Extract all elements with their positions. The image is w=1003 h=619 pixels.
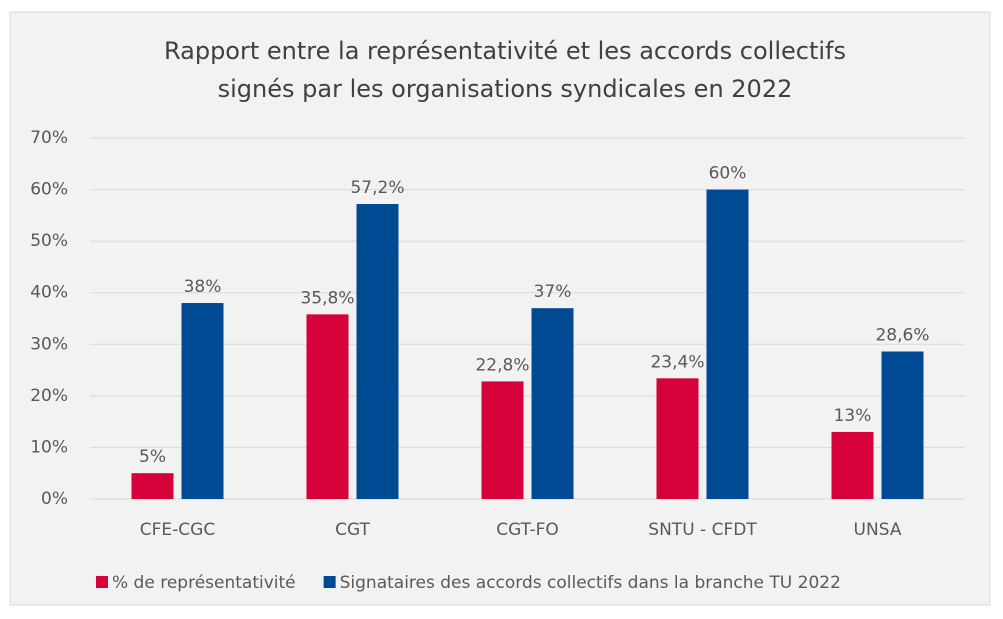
y-tick-label: 30% <box>30 334 68 354</box>
bar <box>531 308 574 499</box>
x-tick-label: CGT-FO <box>496 520 559 540</box>
x-tick-label: SNTU - CFDT <box>648 520 757 540</box>
legend-swatch <box>323 576 336 588</box>
chart-title: Rapport entre la représentativité et les… <box>164 37 846 65</box>
y-tick-label: 40% <box>30 283 68 303</box>
y-tick-label: 10% <box>30 437 68 457</box>
legend-swatch <box>96 576 108 588</box>
bar <box>181 303 224 499</box>
y-tick-label: 20% <box>30 386 68 406</box>
x-tick-label: CGT <box>335 520 370 540</box>
bar <box>356 204 399 500</box>
chart-background <box>9 11 991 606</box>
bar <box>131 473 174 499</box>
data-label: 37% <box>534 282 572 302</box>
bar <box>481 381 524 499</box>
data-label: 23,4% <box>650 352 704 372</box>
legend-label: Signataires des accords collectifs dans … <box>340 573 841 593</box>
data-label: 60% <box>709 164 747 184</box>
x-tick-label: UNSA <box>854 520 902 540</box>
data-label: 28,6% <box>875 326 929 346</box>
bar <box>706 189 749 500</box>
data-label: 22,8% <box>475 355 529 375</box>
data-label: 57,2% <box>350 178 404 198</box>
legend-label: % de représentativité <box>112 573 296 593</box>
bar <box>831 431 874 499</box>
x-tick-label: CFE-CGC <box>140 520 215 540</box>
data-label: 13% <box>834 406 872 426</box>
data-label: 38% <box>184 277 222 297</box>
bar <box>881 351 924 499</box>
bar <box>306 314 349 499</box>
y-tick-label: 50% <box>30 231 68 251</box>
y-tick-label: 0% <box>41 489 68 509</box>
data-label: 5% <box>139 447 166 467</box>
chart-title: signés par les organisations syndicales … <box>218 75 793 103</box>
y-tick-label: 70% <box>30 128 68 148</box>
bar <box>656 378 699 499</box>
y-tick-label: 60% <box>30 180 68 200</box>
data-label: 35,8% <box>300 288 354 308</box>
